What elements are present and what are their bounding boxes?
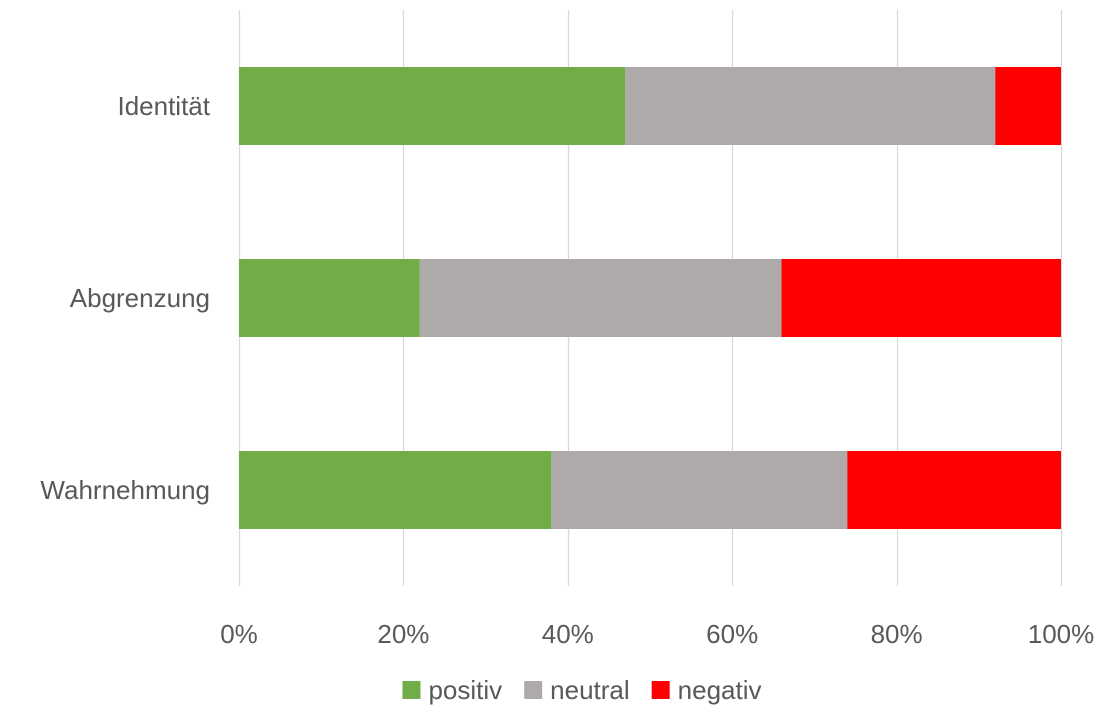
x-tick-label: 40% — [542, 619, 594, 649]
bar-segment-negativ — [995, 67, 1061, 145]
category-label: Abgrenzung — [70, 283, 210, 313]
legend: positiv neutral negativ — [402, 675, 762, 705]
bar-segment-positiv — [239, 259, 420, 337]
bar-segment-neutral — [419, 259, 782, 337]
category-label: Identität — [117, 91, 210, 121]
bar-segment-neutral — [551, 451, 848, 529]
bar-segment-negativ — [847, 451, 1061, 529]
category-labels: Identität Abgrenzung Wahrnehmung — [40, 91, 210, 505]
legend-label: neutral — [550, 675, 630, 705]
bar-segment-positiv — [239, 67, 626, 145]
legend-swatch-neutral — [524, 681, 543, 699]
legend-label: positiv — [428, 675, 502, 705]
x-tick-label: 80% — [871, 619, 923, 649]
legend-swatch-negativ — [651, 681, 670, 699]
legend-swatch-positiv — [402, 681, 421, 699]
x-tick-label: 0% — [220, 619, 258, 649]
bar-segment-negativ — [781, 259, 1061, 337]
x-tick-label: 20% — [377, 619, 429, 649]
x-tick-label: 60% — [706, 619, 758, 649]
x-tick-label: 100% — [1028, 619, 1095, 649]
category-label: Wahrnehmung — [40, 475, 210, 505]
x-tick-labels: 0% 20% 40% 60% 80% 100% — [220, 619, 1094, 649]
bars — [239, 67, 1061, 529]
bar-segment-neutral — [625, 67, 996, 145]
bar-segment-positiv — [239, 451, 552, 529]
legend-label: negativ — [678, 675, 762, 705]
